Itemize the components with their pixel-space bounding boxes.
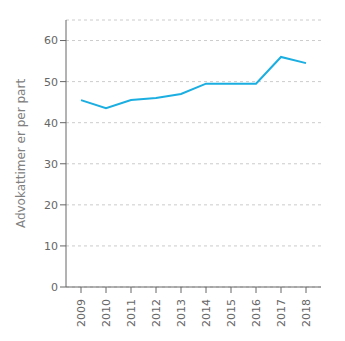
svg-text:2016: 2016 xyxy=(250,299,263,327)
svg-text:2013: 2013 xyxy=(175,299,188,327)
svg-text:2017: 2017 xyxy=(275,299,288,327)
svg-text:10: 10 xyxy=(44,240,58,253)
svg-text:2012: 2012 xyxy=(150,299,163,327)
svg-text:2014: 2014 xyxy=(200,299,213,327)
svg-text:40: 40 xyxy=(44,117,58,130)
svg-text:2018: 2018 xyxy=(300,299,313,327)
svg-text:60: 60 xyxy=(44,34,58,47)
svg-text:2011: 2011 xyxy=(125,299,138,327)
svg-text:0: 0 xyxy=(51,281,58,294)
svg-text:30: 30 xyxy=(44,158,58,171)
svg-text:20: 20 xyxy=(44,199,58,212)
svg-text:2010: 2010 xyxy=(100,299,113,327)
svg-text:50: 50 xyxy=(44,76,58,89)
svg-text:Advokattimer er per part: Advokattimer er per part xyxy=(14,79,28,228)
svg-text:2015: 2015 xyxy=(225,299,238,327)
svg-text:2009: 2009 xyxy=(75,299,88,327)
